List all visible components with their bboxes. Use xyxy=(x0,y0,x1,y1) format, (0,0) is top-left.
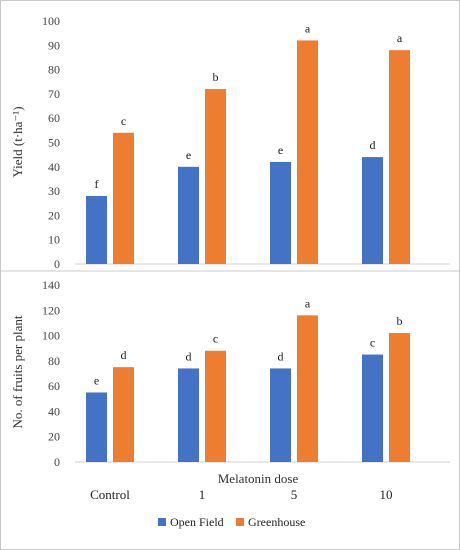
fruits-significance-letters: e d d c d c a b xyxy=(94,296,403,387)
x-category-labels: Control 1 5 10 xyxy=(90,487,392,502)
yield-y-tick-label: 30 xyxy=(48,184,60,198)
fruits-significance-letter: a xyxy=(305,296,311,310)
yield-y-tick-label: 100 xyxy=(42,14,60,28)
yield-y-tick-label: 50 xyxy=(48,136,60,150)
yield-bar-greenhouse xyxy=(389,50,410,264)
fruits-bar-open-field xyxy=(178,368,199,462)
yield-chart: Yield (t·ha⁻¹) 0 10 20 30 40 50 60 70 80 90 100 f e… xyxy=(10,14,450,271)
yield-bar-greenhouse xyxy=(205,89,226,264)
yield-y-tick-label: 40 xyxy=(48,160,60,174)
fruits-bar-greenhouse xyxy=(205,350,226,462)
fruits-y-tick-label: 60 xyxy=(48,379,60,393)
yield-significance-letter: f xyxy=(95,177,99,191)
legend-swatch-open-field xyxy=(158,518,166,526)
yield-bar-open-field xyxy=(86,195,107,264)
x-category-label: 10 xyxy=(380,487,393,502)
fruits-chart: No. of fruits per plant 0 20 40 60 80 100 120 1… xyxy=(10,278,450,502)
fruits-y-tick-label: 100 xyxy=(42,329,60,343)
legend-label-open-field: Open Field xyxy=(170,515,224,529)
yield-significance-letter: b xyxy=(213,70,219,84)
fruits-significance-letter: d xyxy=(121,348,127,362)
fruits-significance-letter: c xyxy=(213,332,218,346)
yield-bar-open-field xyxy=(362,157,383,264)
x-category-label: 1 xyxy=(199,487,206,502)
fruits-significance-letter: e xyxy=(94,373,99,387)
yield-y-tick-label: 0 xyxy=(54,257,60,271)
fruits-significance-letter: c xyxy=(370,336,375,350)
x-category-label: 5 xyxy=(291,487,298,502)
fruits-y-axis-title: No. of fruits per plant xyxy=(10,315,25,428)
fruits-significance-letter: b xyxy=(397,314,403,328)
fruits-significance-letter: d xyxy=(186,349,192,363)
fruits-bar-greenhouse xyxy=(297,315,318,462)
yield-y-tick-label: 70 xyxy=(48,87,60,101)
legend-label-greenhouse: Greenhouse xyxy=(248,515,305,529)
yield-y-tick-label: 60 xyxy=(48,111,60,125)
yield-significance-letter: e xyxy=(186,148,191,162)
fruits-bar-greenhouse xyxy=(113,367,134,462)
yield-bar-open-field xyxy=(178,166,199,264)
legend-swatch-greenhouse xyxy=(236,518,244,526)
yield-significance-letter: e xyxy=(278,143,283,157)
yield-bar-greenhouse xyxy=(113,132,134,264)
fruits-y-tick-label: 0 xyxy=(54,455,60,469)
yield-significance-letter: a xyxy=(397,31,403,45)
fruits-y-tick-label: 120 xyxy=(42,303,60,317)
yield-significance-letter: a xyxy=(305,21,311,35)
yield-significance-letters: f e e d c b a a xyxy=(95,21,403,191)
yield-significance-letter: c xyxy=(121,114,126,128)
fruits-bar-open-field xyxy=(270,368,291,462)
yield-bars xyxy=(86,40,410,264)
yield-y-tick-labels: 0 10 20 30 40 50 60 70 80 90 100 xyxy=(42,14,60,271)
fruits-y-tick-label: 40 xyxy=(48,404,60,418)
x-category-label: Control xyxy=(90,487,130,502)
fruits-y-tick-label: 140 xyxy=(42,278,60,292)
yield-bar-open-field xyxy=(270,161,291,264)
fruits-bar-greenhouse xyxy=(389,333,410,462)
fruits-y-tick-labels: 0 20 40 60 80 100 120 140 xyxy=(42,278,60,469)
fruits-significance-letter: d xyxy=(278,349,284,363)
fruits-y-tick-label: 20 xyxy=(48,430,60,444)
fruits-y-tick-label: 80 xyxy=(48,354,60,368)
legend: Open Field Greenhouse xyxy=(158,515,305,529)
yield-y-axis-title: Yield (t·ha⁻¹) xyxy=(10,106,25,177)
yield-significance-letter: d xyxy=(370,138,376,152)
yield-bar-greenhouse xyxy=(297,40,318,264)
yield-y-tick-label: 10 xyxy=(48,233,60,247)
yield-y-tick-label: 80 xyxy=(48,63,60,77)
fruits-bar-open-field xyxy=(362,354,383,462)
fruits-bars xyxy=(86,315,410,462)
x-axis-title: Melatonin dose xyxy=(218,471,299,486)
yield-y-tick-label: 20 xyxy=(48,208,60,222)
fruits-bar-open-field xyxy=(86,392,107,462)
yield-y-tick-label: 90 xyxy=(48,38,60,52)
